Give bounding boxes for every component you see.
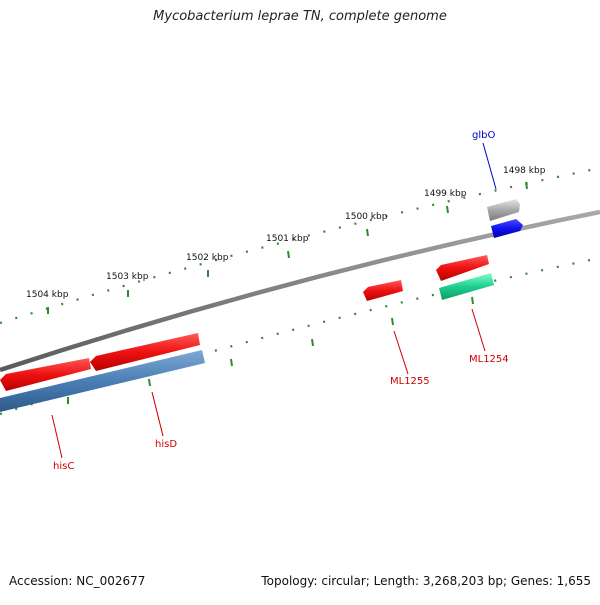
inner-major-tick: [391, 317, 394, 326]
inner-major-tick: [148, 378, 151, 387]
inner-major-tick: [471, 296, 474, 305]
hisC-leader: [51, 414, 63, 459]
outer-tick-label: 1503 kbp: [106, 272, 149, 282]
outer-tick-label: 1500 kbp: [345, 212, 388, 222]
feature-his-operon-gene[interactable]: [0, 350, 205, 412]
ML1254-leader: [471, 308, 486, 352]
map-title: Mycobacterium leprae TN, complete genome: [153, 9, 447, 24]
feature-ML1254-gene[interactable]: [439, 273, 494, 300]
feature-hisC-cds[interactable]: [0, 358, 91, 391]
accession-text: Accession: NC_002677: [9, 574, 146, 588]
outer-major-tick: [525, 181, 528, 190]
inner-ruler: [0, 256, 600, 416]
outer-tick-label: 1498 kbp: [503, 166, 546, 176]
feature-misc-gray[interactable]: [487, 199, 520, 221]
feature-hisD-cds[interactable]: [90, 333, 200, 371]
outer-ruler-dots: [0, 166, 600, 325]
ML1254-label: ML1254: [469, 354, 509, 365]
reverse-strand-features: [0, 255, 494, 412]
outer-tick-label: 1499 kbp: [424, 189, 467, 199]
ML1255-label: ML1255: [390, 376, 430, 387]
outer-tick-label: 1502 kbp: [186, 253, 229, 263]
feature-labels: glbO ML1254 ML1255 hisD hisC: [51, 130, 509, 472]
hisD-label: hisD: [155, 439, 177, 450]
glbO-label: glbO: [472, 130, 495, 141]
outer-major-tick: [366, 228, 369, 237]
outer-major-tick: [287, 250, 290, 259]
feature-glbO[interactable]: [491, 219, 523, 238]
feature-ML1255[interactable]: [363, 280, 403, 301]
hisC-label: hisC: [53, 461, 74, 472]
glbO-leader: [482, 142, 497, 190]
outer-tick-label: 1501 kbp: [266, 234, 309, 244]
outer-tick-label: 1504 kbp: [26, 290, 69, 300]
inner-major-tick: [230, 358, 233, 367]
genome-summary-text: Topology: circular; Length: 3,268,203 bp…: [261, 574, 591, 588]
hisD-leader: [151, 391, 164, 437]
feature-ML1254-cds[interactable]: [436, 255, 489, 281]
outer-ruler: 1498 kbp 1499 kbp 1500 kbp 1501 kbp 1502…: [0, 166, 600, 325]
forward-strand-features: [487, 199, 523, 238]
outer-major-tick: [446, 205, 449, 214]
inner-major-tick: [311, 338, 314, 347]
ML1255-leader: [393, 330, 409, 375]
